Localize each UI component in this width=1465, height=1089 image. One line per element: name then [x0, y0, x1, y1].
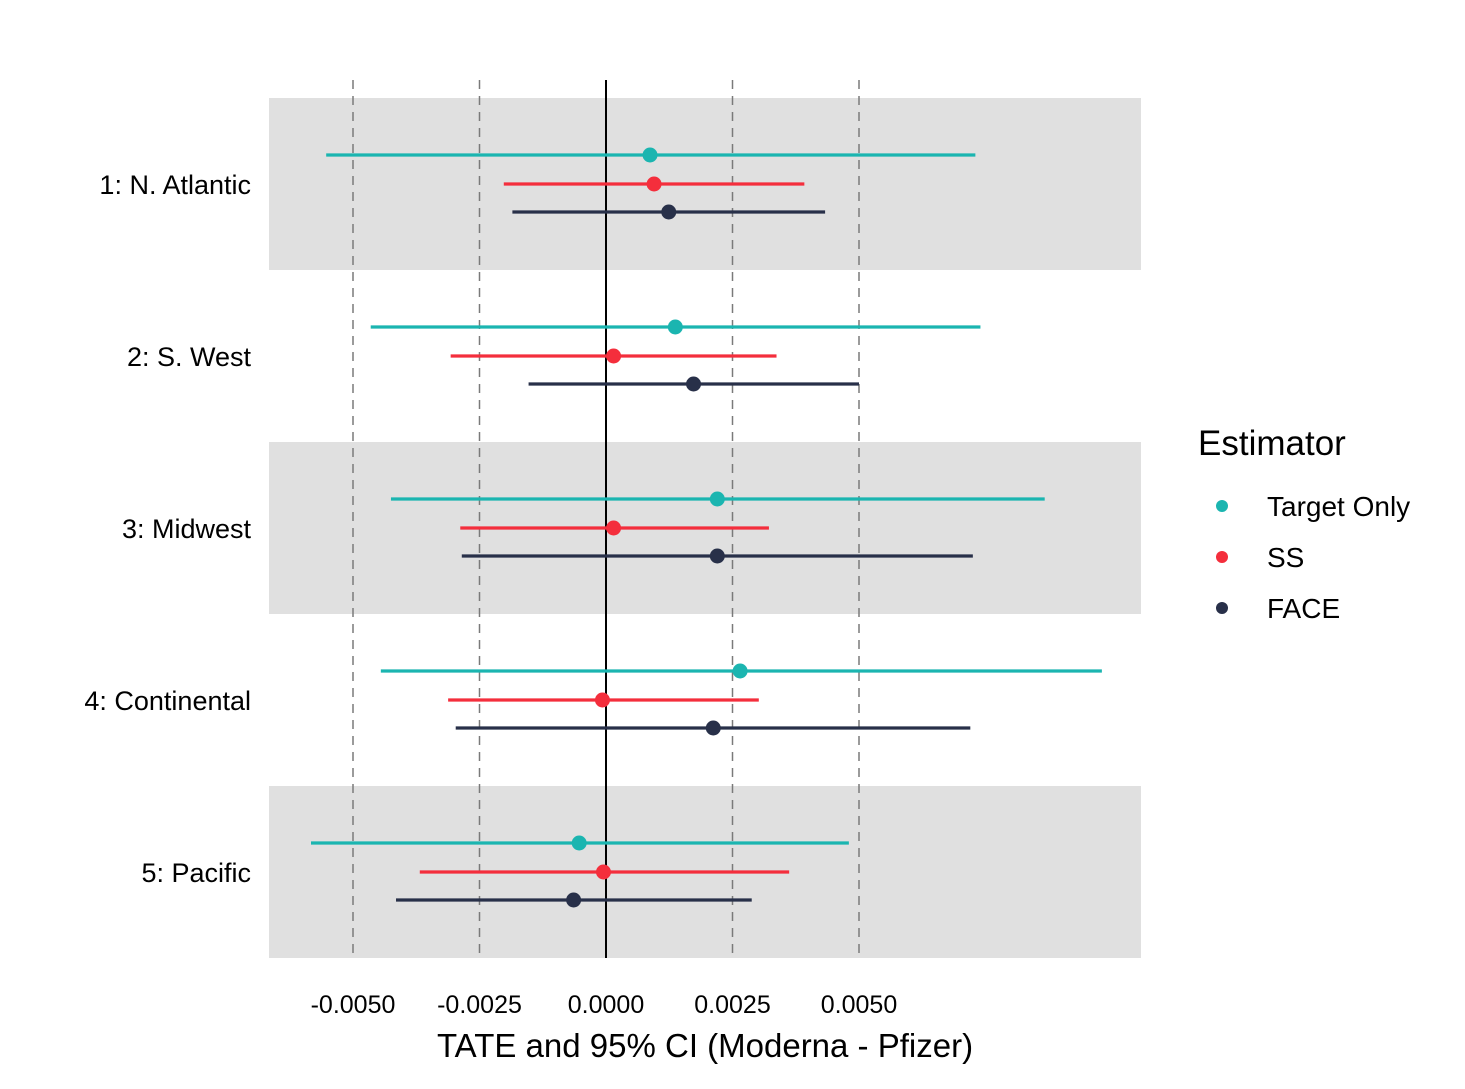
x-tick-label: 0.0000 [568, 991, 644, 1019]
x-tick-label: -0.0050 [311, 991, 396, 1019]
y-axis-labels: 1: N. Atlantic 2: S. West 3: Midwest 4: Con… [84, 170, 251, 888]
estimate-point [709, 491, 725, 507]
y-tick-label: 3: Midwest [122, 514, 252, 544]
estimate-point [606, 348, 622, 364]
legend-label: SS [1267, 542, 1304, 573]
estimate-point [571, 835, 587, 851]
estimate-point [667, 319, 683, 335]
estimate-point [595, 864, 611, 880]
estimate-point [594, 692, 610, 708]
y-tick-label: 4: Continental [84, 686, 251, 716]
legend-items: Target Only SS FACE [1216, 491, 1410, 624]
estimate-point [732, 663, 748, 679]
y-tick-label: 1: N. Atlantic [99, 170, 251, 200]
estimate-point [686, 376, 702, 392]
estimate-point [606, 520, 622, 536]
legend-key [1216, 602, 1228, 614]
estimate-point [566, 892, 582, 908]
x-tick-label: 0.0025 [694, 991, 770, 1019]
legend-label: FACE [1267, 593, 1340, 624]
confidence-intervals [311, 147, 1102, 908]
y-tick-label: 5: Pacific [141, 858, 251, 888]
grid-lines [352, 80, 860, 958]
legend-key [1216, 500, 1228, 512]
estimate-point [709, 548, 725, 564]
estimate-point [705, 720, 721, 736]
estimate-point [642, 147, 658, 163]
x-tick-label: 0.0050 [821, 991, 897, 1019]
estimate-point [646, 176, 662, 192]
x-axis-ticks: -0.0050 -0.0025 0.0000 0.0025 0.0050 [311, 991, 898, 1019]
legend-key [1216, 551, 1228, 563]
legend-label: Target Only [1267, 491, 1410, 522]
estimate-point [661, 204, 677, 220]
x-tick-label: -0.0025 [437, 991, 522, 1019]
x-axis-title: TATE and 95% CI (Moderna - Pfizer) [437, 1027, 973, 1064]
legend-title: Estimator [1198, 424, 1346, 463]
legend: Estimator Target Only SS FACE [1198, 424, 1410, 624]
y-tick-label: 2: S. West [127, 342, 252, 372]
